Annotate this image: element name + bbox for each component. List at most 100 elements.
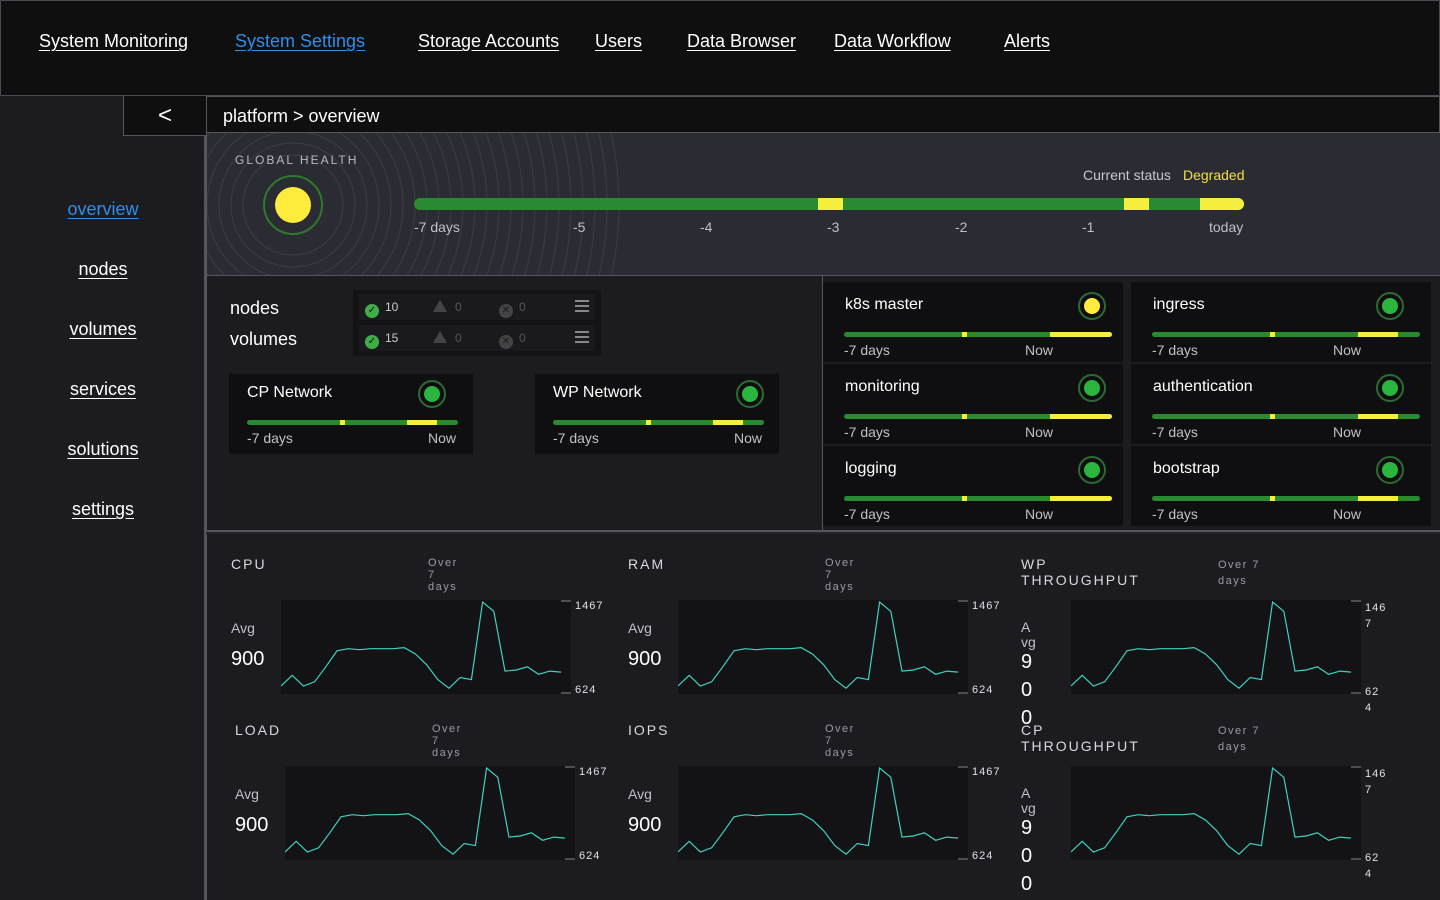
- service-title: authentication: [1153, 378, 1253, 395]
- global-health-title: GLOBAL HEALTH: [235, 153, 359, 167]
- metric-min: 624: [575, 684, 597, 696]
- service-history-bar: [1152, 496, 1420, 501]
- timeline-tick: -1: [1082, 219, 1095, 235]
- service-title: k8s master: [845, 296, 924, 313]
- check-icon: ✓: [365, 335, 379, 349]
- metric-min: 624: [579, 850, 601, 862]
- service-card-monitoring[interactable]: monitoring -7 days Now: [823, 364, 1123, 444]
- nodes-ok-count: 10: [385, 300, 399, 314]
- resource-status-table: ✓ 10 0 ✕ 0 ✓ 15 0 ✕ 0: [353, 290, 601, 356]
- sparkline-series: [677, 600, 959, 689]
- status-indicator: [1078, 456, 1106, 484]
- metric-period: Over 7 days: [825, 723, 855, 759]
- metric-avg-label: Avg: [1021, 785, 1036, 816]
- warning-icon: [433, 300, 447, 312]
- range-end: Now: [428, 430, 457, 446]
- range-end: Now: [1333, 424, 1362, 440]
- timeline-tick: -3: [827, 219, 840, 235]
- top-navigation: System Monitoring System Settings Storag…: [0, 0, 1440, 96]
- service-card-bootstrap[interactable]: bootstrap -7 days Now: [1131, 446, 1431, 526]
- status-indicator: [418, 380, 446, 408]
- sidebar-item-solutions[interactable]: solutions: [67, 439, 139, 459]
- metric-min: 624: [972, 684, 994, 696]
- infrastructure-panel: nodes volumes ✓ 10 0 ✕ 0 ✓ 15 0 ✕ 0 CP Netwo…: [206, 276, 822, 532]
- sparkline-series: [280, 600, 562, 689]
- service-history-bar: [1152, 332, 1420, 337]
- sparkline-series: [1070, 600, 1352, 689]
- sidebar-item-settings[interactable]: settings: [71, 499, 135, 519]
- metric-sparkline: [284, 766, 575, 860]
- global-health-ring: [263, 175, 323, 235]
- service-card-k8s-master[interactable]: k8s master -7 days Now: [823, 282, 1123, 362]
- global-health-panel: GLOBAL HEALTH Current status Degraded -7…: [206, 133, 1440, 276]
- service-card-ingress[interactable]: ingress -7 days Now: [1131, 282, 1431, 362]
- metric-title: WP THROUGHPUT: [1021, 556, 1140, 588]
- nav-data-browser[interactable]: Data Browser: [687, 31, 797, 51]
- metric-avg-label: Avg: [235, 786, 259, 802]
- range-end: Now: [1025, 506, 1054, 522]
- range-start: -7 days: [247, 430, 293, 446]
- sidebar-item-services[interactable]: services: [69, 379, 136, 399]
- sidebar: < overview nodes volumes services soluti…: [0, 96, 206, 900]
- service-title: ingress: [1153, 296, 1205, 313]
- metric-avg-label: Avg: [628, 786, 652, 802]
- resource-row-volumes[interactable]: ✓ 15 0 ✕ 0: [359, 325, 595, 351]
- nav-users[interactable]: Users: [595, 31, 643, 51]
- metric-avg-value: 900: [1021, 651, 1033, 729]
- sparkline-series: [284, 766, 566, 855]
- metric-period: Over 7 days: [432, 723, 462, 759]
- status-indicator: [1376, 456, 1404, 484]
- metric-title: IOPS: [628, 722, 670, 738]
- nav-system-monitoring[interactable]: System Monitoring: [39, 31, 189, 51]
- metric-sparkline: [1070, 600, 1361, 694]
- metric-sparkline: [677, 766, 968, 860]
- nav-storage-accounts[interactable]: Storage Accounts: [418, 31, 560, 51]
- degraded-segment: [1200, 198, 1244, 210]
- service-title: monitoring: [845, 378, 920, 395]
- metric-avg-value: 900: [235, 814, 269, 836]
- sidebar-item-nodes[interactable]: nodes: [78, 259, 128, 279]
- range-start: -7 days: [1152, 424, 1198, 440]
- range-end: Now: [1025, 424, 1054, 440]
- range-end: Now: [1025, 342, 1054, 358]
- network-history-bar: [247, 420, 458, 425]
- timeline-tick: -5: [573, 219, 586, 235]
- nav-data-workflow[interactable]: Data Workflow: [834, 31, 951, 51]
- metric-max: 1467: [972, 766, 1001, 778]
- sidebar-item-volumes[interactable]: volumes: [69, 319, 137, 339]
- metric-title: CP THROUGHPUT: [1021, 722, 1140, 754]
- timeline-tick: -2: [955, 219, 968, 235]
- metric-min: 624: [1365, 686, 1380, 714]
- resource-label-volumes: volumes: [230, 329, 298, 349]
- range-start: -7 days: [1152, 342, 1198, 358]
- range-end: Now: [1333, 506, 1362, 522]
- metric-sparkline: [677, 600, 968, 694]
- volumes-ok-count: 15: [385, 331, 399, 345]
- resource-label-nodes: nodes: [230, 298, 280, 318]
- degraded-segment: [1124, 198, 1149, 210]
- resource-row-nodes[interactable]: ✓ 10 0 ✕ 0: [359, 294, 595, 320]
- metric-title: LOAD: [235, 722, 282, 738]
- sidebar-item-overview[interactable]: overview: [67, 199, 139, 219]
- service-card-authentication[interactable]: authentication -7 days Now: [1131, 364, 1431, 444]
- metric-period: Over 7 days: [1218, 559, 1261, 587]
- metric-max: 1467: [972, 600, 1001, 612]
- service-card-logging[interactable]: logging -7 days Now: [823, 446, 1123, 526]
- list-icon[interactable]: [575, 299, 589, 313]
- metric-min: 624: [972, 850, 994, 862]
- metric-title: RAM: [628, 556, 666, 572]
- error-icon: ✕: [499, 304, 513, 318]
- network-card-wp[interactable]: WP Network -7 days Now: [535, 374, 779, 454]
- nav-system-settings[interactable]: System Settings: [235, 31, 366, 51]
- collapse-sidebar-button[interactable]: <: [123, 96, 206, 136]
- nav-alerts[interactable]: Alerts: [1004, 31, 1051, 51]
- volumes-err-count: 0: [519, 331, 526, 345]
- nodes-err-count: 0: [519, 300, 526, 314]
- metrics-panel: CPU Over 7 days Avg 900 1467 624 RAM Over 7 day…: [206, 534, 1440, 900]
- range-end: Now: [1333, 342, 1362, 358]
- metric-avg-value: 900: [628, 648, 662, 670]
- status-indicator: [1376, 374, 1404, 402]
- network-card-cp[interactable]: CP Network -7 days Now: [229, 374, 473, 454]
- health-timeline-bar[interactable]: [414, 198, 1244, 210]
- list-icon[interactable]: [575, 330, 589, 344]
